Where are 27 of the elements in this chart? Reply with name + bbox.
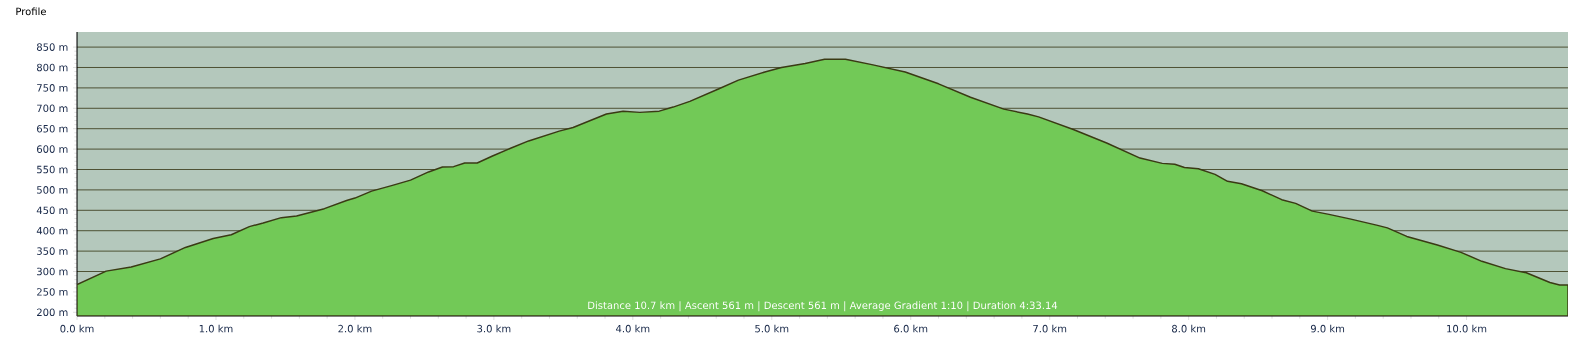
y-tick-label: 750 m [37, 84, 68, 92]
y-tick-label: 600 m [37, 145, 68, 153]
x-tick-label: 8.0 km [1172, 324, 1206, 333]
x-tick-label: 3.0 km [477, 324, 511, 333]
x-tick-label: 7.0 km [1033, 324, 1067, 333]
y-tick-label: 850 m [36, 43, 68, 51]
y-tick-label: 650 m [37, 124, 68, 133]
annotation: Distance 10.7 km | Ascent 561 m | Descent 561 m | Average Gradient 1:10 | Duration 4:33.14 [588, 301, 1058, 312]
x-tick-label: 2.0 km [338, 324, 372, 333]
y-tick-label: 700 m [37, 104, 68, 113]
x-tick-label: 9.0 km [1310, 324, 1345, 333]
y-tick-label: 200 m [37, 308, 68, 317]
chart-title: Profile [16, 7, 46, 16]
x-tick-label: 4.0 km [616, 324, 650, 333]
x-tick-label: 0.0 km [60, 324, 94, 333]
y-tick-label: 250 m [37, 288, 68, 296]
x-tick-label: 6.0 km [894, 324, 928, 333]
y-tick-label: 500 m [37, 186, 68, 194]
y-tick-label: 300 m [37, 267, 68, 276]
y-tick-label: 450 m [36, 206, 68, 215]
x-tick-label: 5.0 km [755, 324, 789, 333]
x-tick-label: 10.0 km [1447, 324, 1487, 333]
y-tick-label: 550 m [37, 165, 68, 174]
y-tick-label: 400 m [36, 226, 68, 235]
x-tick-label: 1.0 km [199, 324, 233, 333]
y-tick-label: 350 m [37, 247, 68, 255]
y-tick-label: 800 m [36, 63, 68, 72]
